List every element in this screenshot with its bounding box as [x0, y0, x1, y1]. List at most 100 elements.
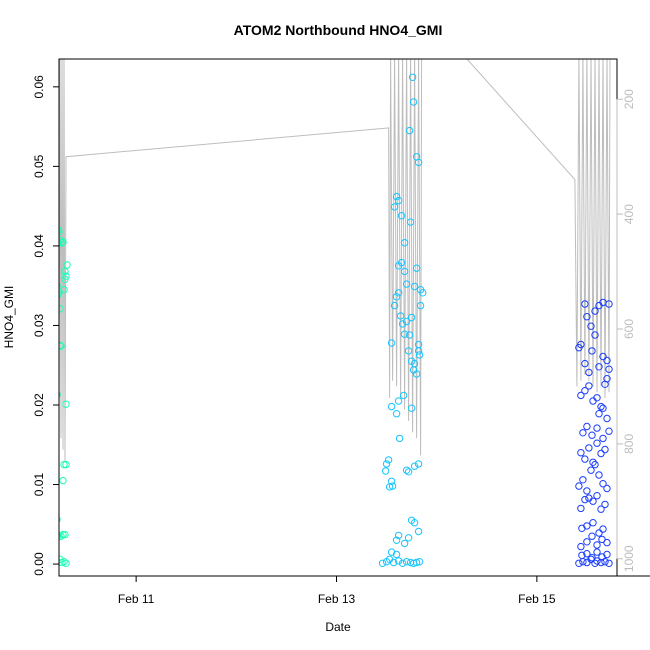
- data-point: [593, 439, 601, 447]
- data-point: [59, 516, 61, 523]
- data-point: [587, 466, 595, 474]
- data-point: [60, 558, 68, 566]
- data-point: [384, 456, 393, 464]
- data-point: [597, 449, 605, 458]
- data-point: [382, 460, 391, 468]
- data-point: [581, 495, 589, 504]
- data-points-layer: [51, 73, 613, 567]
- data-point: [581, 300, 589, 308]
- data-point: [394, 397, 403, 405]
- data-point: [59, 239, 66, 247]
- data-point: [390, 301, 399, 310]
- data-point: [591, 331, 599, 339]
- data-point: [599, 480, 607, 488]
- data-point: [412, 370, 421, 378]
- data-point: [581, 455, 589, 463]
- y-tick-label: 0.05: [32, 154, 46, 178]
- data-point: [603, 550, 611, 559]
- data-point: [583, 313, 591, 321]
- data-point: [389, 558, 398, 567]
- y-tick-label: 0.01: [32, 473, 46, 497]
- data-point: [400, 267, 409, 276]
- data-point: [415, 558, 424, 566]
- y2-tick-label: 200: [622, 89, 636, 109]
- data-point: [589, 458, 597, 466]
- data-point: [414, 460, 423, 468]
- data-point: [412, 558, 421, 567]
- data-point: [585, 368, 593, 377]
- series-flight-3: [575, 298, 613, 567]
- data-point: [402, 558, 411, 566]
- data-point: [59, 476, 67, 485]
- data-point: [52, 318, 58, 324]
- data-point: [587, 322, 595, 330]
- data-point: [601, 445, 609, 454]
- data-point: [603, 375, 611, 383]
- data-point: [407, 313, 416, 322]
- data-point: [583, 487, 591, 495]
- data-point: [392, 293, 401, 301]
- data-point: [593, 548, 601, 556]
- data-point: [396, 312, 405, 320]
- data-point: [51, 316, 57, 322]
- pressure-trace-layer: [59, 59, 611, 462]
- data-point: [398, 559, 407, 567]
- data-point: [59, 538, 60, 543]
- data-point: [593, 492, 601, 500]
- data-point: [585, 382, 593, 390]
- data-point: [404, 534, 413, 542]
- data-point: [577, 340, 585, 349]
- data-point: [414, 340, 423, 349]
- data-point: [603, 356, 611, 365]
- data-point: [593, 424, 601, 432]
- data-point: [61, 530, 69, 539]
- data-point: [410, 462, 419, 470]
- data-point: [577, 449, 585, 457]
- data-point: [578, 551, 586, 559]
- data-point: [588, 347, 596, 355]
- data-point: [605, 300, 613, 308]
- y-tick-label: 0.04: [32, 234, 46, 258]
- data-point: [404, 347, 413, 355]
- data-point: [585, 444, 593, 452]
- pressure-trace-line: [59, 59, 611, 462]
- data-point: [52, 520, 58, 526]
- y-tick-label: 0.02: [32, 393, 46, 417]
- data-point: [583, 550, 591, 558]
- data-point: [387, 548, 396, 556]
- y-tick-label: 0.00: [32, 552, 46, 576]
- data-point: [603, 538, 611, 547]
- data-point: [402, 466, 411, 474]
- data-point: [62, 460, 70, 469]
- data-point: [59, 295, 60, 300]
- data-point: [52, 544, 58, 550]
- y2-tick-label: 1000: [622, 545, 636, 572]
- data-point: [52, 560, 58, 566]
- data-point: [410, 282, 419, 291]
- data-point: [589, 497, 597, 505]
- plot-frame: [58, 58, 618, 577]
- y2-tick-label: 600: [622, 319, 636, 339]
- data-point: [404, 468, 413, 476]
- data-point: [52, 395, 58, 401]
- data-point: [394, 531, 403, 540]
- y-tick-label: 0.03: [32, 313, 46, 337]
- data-point: [575, 559, 583, 567]
- data-point: [59, 532, 62, 540]
- data-point: [378, 559, 387, 567]
- data-point: [62, 400, 70, 408]
- data-point: [400, 239, 409, 247]
- data-point: [597, 558, 605, 567]
- data-point: [59, 226, 62, 234]
- data-point: [605, 365, 613, 373]
- data-point: [589, 519, 597, 527]
- data-point: [419, 289, 427, 297]
- data-point: [387, 339, 396, 347]
- data-point: [392, 410, 401, 418]
- data-point: [599, 525, 607, 533]
- data-point: [399, 391, 408, 400]
- data-point: [415, 351, 424, 359]
- data-point: [605, 427, 613, 435]
- data-point: [601, 500, 609, 509]
- data-point: [577, 504, 585, 513]
